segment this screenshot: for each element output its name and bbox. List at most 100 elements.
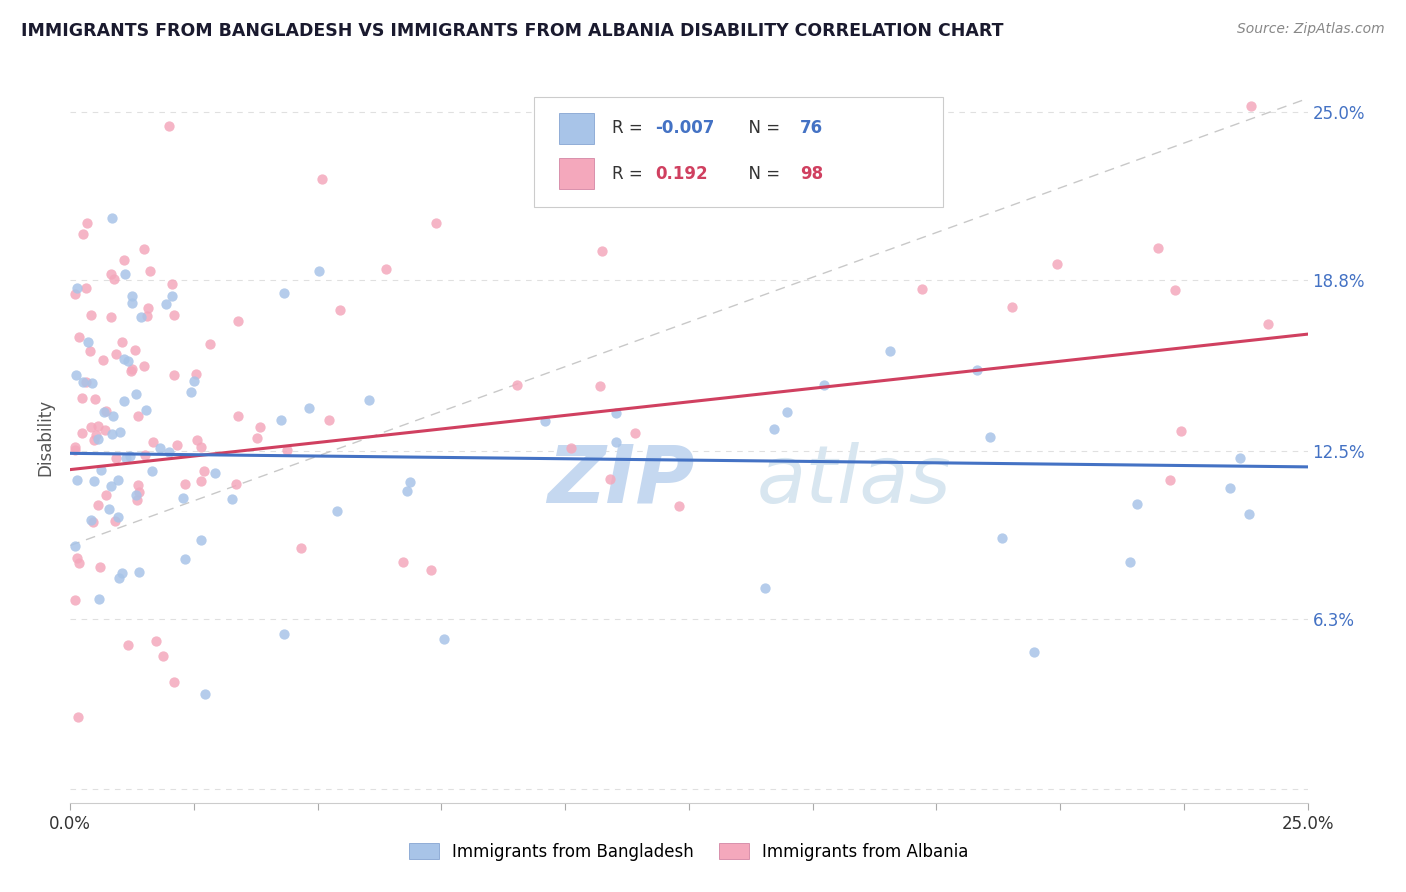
Point [391, 556, 413, 570]
Point [66, 473, 89, 487]
Point [1000, 300, 1022, 314]
Point [115, 451, 138, 466]
Point [111, 566, 134, 581]
Point [1219, 481, 1241, 495]
Point [80, 419, 103, 434]
Point [166, 438, 188, 452]
Point [77, 334, 100, 349]
Point [101, 409, 124, 424]
Point [67, 710, 90, 724]
Point [157, 445, 180, 459]
Point [120, 364, 142, 378]
Point [70, 426, 93, 441]
Point [395, 483, 418, 498]
Point [318, 413, 340, 427]
Point [186, 433, 208, 447]
Point [155, 297, 177, 311]
Point [145, 633, 167, 648]
Point [107, 510, 129, 524]
Point [605, 434, 627, 449]
Point [72, 375, 94, 389]
Point [101, 211, 124, 225]
Point [399, 475, 422, 489]
Point [290, 541, 312, 556]
Point [270, 413, 292, 427]
Point [357, 393, 380, 408]
Text: 98: 98 [800, 165, 824, 183]
Point [190, 440, 212, 454]
Point [308, 264, 330, 278]
Point [190, 533, 212, 547]
Point [112, 393, 135, 408]
Point [991, 531, 1014, 545]
Point [100, 479, 122, 493]
Point [879, 344, 901, 359]
Point [249, 419, 271, 434]
Point [72, 227, 94, 241]
Point [80, 513, 103, 527]
Point [221, 492, 243, 507]
Point [127, 409, 149, 423]
Point [67, 330, 90, 344]
Point [589, 378, 612, 392]
Point [329, 303, 352, 318]
Point [591, 244, 613, 258]
Text: Source: ZipAtlas.com: Source: ZipAtlas.com [1237, 22, 1385, 37]
Legend: Immigrants from Bangladesh, Immigrants from Albania: Immigrants from Bangladesh, Immigrants f… [402, 837, 976, 868]
Point [65, 593, 87, 607]
Point [775, 405, 797, 419]
Point [117, 638, 139, 652]
Point [173, 551, 195, 566]
Point [127, 478, 149, 492]
Point [1159, 473, 1181, 487]
Point [65, 368, 87, 382]
Point [183, 374, 205, 388]
Point [90, 463, 112, 477]
Point [865, 163, 887, 178]
Point [506, 377, 529, 392]
Point [105, 347, 128, 361]
Point [149, 442, 172, 456]
Point [190, 474, 212, 488]
Point [107, 473, 129, 487]
Point [425, 216, 447, 230]
Point [1119, 555, 1142, 569]
Text: -0.007: -0.007 [655, 120, 714, 137]
Text: atlas: atlas [756, 442, 952, 520]
Point [1240, 99, 1263, 113]
Point [194, 688, 217, 702]
Point [120, 450, 142, 464]
Point [754, 581, 776, 595]
Point [560, 442, 582, 456]
Point [114, 267, 136, 281]
Point [225, 476, 247, 491]
Point [668, 499, 690, 513]
Point [84, 392, 107, 406]
Point [100, 268, 122, 282]
Point [112, 252, 135, 267]
Point [121, 361, 143, 376]
Text: N =: N = [738, 165, 786, 183]
Point [87, 433, 110, 447]
Point [94, 403, 117, 417]
Point [419, 563, 441, 577]
Point [121, 289, 143, 303]
Point [163, 674, 186, 689]
Point [152, 648, 174, 663]
Point [226, 409, 249, 424]
Point [125, 387, 148, 401]
Point [273, 286, 295, 301]
Point [762, 422, 785, 436]
Point [160, 289, 183, 303]
Point [87, 592, 110, 607]
Point [125, 488, 148, 502]
FancyBboxPatch shape [534, 97, 942, 207]
Point [65, 442, 87, 457]
Point [91, 353, 114, 368]
Point [75, 375, 97, 389]
Point [70, 391, 93, 405]
Point [298, 401, 321, 415]
Point [104, 451, 127, 466]
Point [1257, 318, 1279, 332]
Point [136, 310, 159, 324]
